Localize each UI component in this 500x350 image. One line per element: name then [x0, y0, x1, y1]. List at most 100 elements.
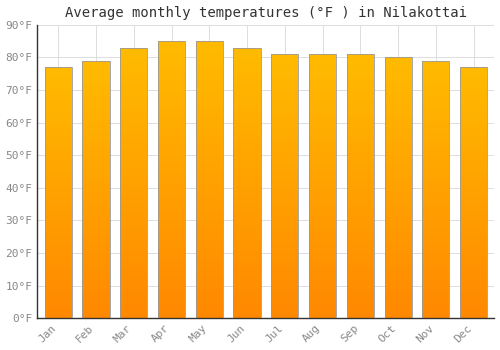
Bar	[384, 194, 411, 198]
Bar	[120, 186, 148, 190]
Bar	[309, 275, 336, 279]
Bar	[158, 107, 185, 111]
Bar	[82, 116, 110, 119]
Bar	[158, 48, 185, 51]
Bar	[422, 157, 450, 161]
Bar	[196, 273, 223, 276]
Bar	[271, 176, 298, 180]
Bar	[422, 280, 450, 283]
Bar	[271, 265, 298, 269]
Bar	[82, 145, 110, 148]
Bar	[120, 95, 148, 98]
Bar	[234, 220, 260, 224]
Bar	[44, 180, 72, 183]
Bar	[271, 91, 298, 94]
Bar	[460, 215, 487, 218]
Bar	[309, 176, 336, 180]
Bar	[422, 61, 450, 318]
Bar	[271, 97, 298, 100]
Bar	[347, 124, 374, 127]
Bar	[422, 141, 450, 145]
Bar	[460, 96, 487, 99]
Bar	[384, 113, 411, 116]
Bar	[44, 262, 72, 265]
Bar	[44, 205, 72, 208]
Bar	[82, 138, 110, 141]
Bar	[422, 112, 450, 116]
Bar	[120, 193, 148, 196]
Bar	[196, 128, 223, 131]
Bar	[347, 236, 374, 239]
Bar	[384, 168, 411, 172]
Bar	[44, 146, 72, 149]
Bar	[44, 80, 72, 83]
Bar	[347, 302, 374, 305]
Bar	[271, 196, 298, 200]
Bar	[234, 58, 260, 61]
Bar	[271, 299, 298, 302]
Bar	[82, 148, 110, 151]
Bar	[347, 212, 374, 216]
Bar	[120, 48, 148, 318]
Bar	[234, 285, 260, 288]
Bar	[82, 205, 110, 209]
Bar	[196, 242, 223, 245]
Bar	[384, 165, 411, 168]
Bar	[271, 54, 298, 318]
Bar	[120, 82, 148, 85]
Bar	[460, 284, 487, 287]
Bar	[82, 74, 110, 77]
Bar	[82, 189, 110, 193]
Bar	[120, 301, 148, 304]
Bar	[384, 204, 411, 208]
Bar	[158, 201, 185, 204]
Bar	[309, 100, 336, 104]
Bar	[460, 199, 487, 202]
Bar	[309, 216, 336, 219]
Bar	[347, 71, 374, 74]
Bar	[384, 181, 411, 184]
Bar	[309, 189, 336, 193]
Bar	[347, 114, 374, 117]
Bar	[82, 228, 110, 231]
Bar	[158, 280, 185, 284]
Bar	[460, 243, 487, 246]
Bar	[384, 292, 411, 295]
Bar	[44, 218, 72, 221]
Bar	[234, 115, 260, 119]
Bar	[271, 216, 298, 219]
Bar	[271, 147, 298, 150]
Bar	[271, 223, 298, 226]
Bar	[82, 296, 110, 299]
Bar	[120, 295, 148, 298]
Bar	[271, 236, 298, 239]
Bar	[120, 71, 148, 75]
Bar	[82, 218, 110, 222]
Bar	[196, 221, 223, 225]
Bar	[234, 75, 260, 78]
Bar	[384, 263, 411, 266]
Bar	[460, 158, 487, 161]
Bar	[158, 235, 185, 239]
Bar	[120, 153, 148, 156]
Bar	[347, 232, 374, 236]
Bar	[196, 180, 223, 183]
Bar	[44, 312, 72, 315]
Bar	[422, 231, 450, 235]
Bar	[82, 77, 110, 80]
Bar	[271, 104, 298, 107]
Bar	[44, 274, 72, 278]
Bar	[309, 61, 336, 64]
Bar	[44, 237, 72, 240]
Bar	[120, 278, 148, 281]
Bar	[422, 90, 450, 93]
Bar	[234, 159, 260, 163]
Bar	[422, 286, 450, 289]
Bar	[384, 269, 411, 273]
Bar	[384, 100, 411, 103]
Bar	[347, 196, 374, 200]
Bar	[82, 135, 110, 138]
Bar	[384, 312, 411, 315]
Bar	[234, 291, 260, 295]
Bar	[460, 312, 487, 315]
